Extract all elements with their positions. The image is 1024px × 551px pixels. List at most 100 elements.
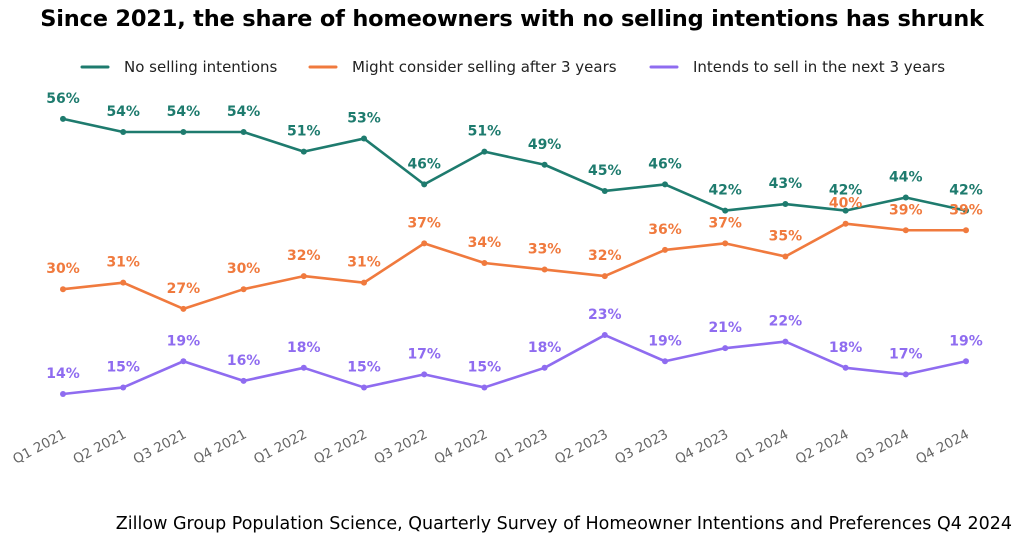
data-point-1-3	[240, 286, 247, 293]
data-point-2-14	[902, 371, 909, 378]
data-label-0-9: 45%	[588, 163, 622, 179]
data-point-1-11	[722, 240, 729, 247]
data-point-0-14	[902, 194, 909, 201]
data-point-1-1	[120, 279, 127, 286]
data-label-2-10: 19%	[648, 333, 682, 349]
data-label-1-1: 31%	[106, 255, 140, 271]
data-label-0-5: 53%	[347, 111, 381, 127]
data-label-2-4: 18%	[287, 340, 321, 356]
x-tick-label-8: Q1 2023	[492, 426, 551, 467]
legend-label-0: No selling intentions	[124, 58, 278, 76]
x-tick-label-9: Q2 2023	[552, 426, 611, 467]
data-label-1-0: 30%	[46, 261, 80, 277]
data-point-1-4	[300, 273, 307, 280]
data-point-1-5	[361, 279, 367, 286]
data-label-0-8: 49%	[528, 137, 562, 153]
data-point-1-13	[842, 220, 849, 227]
data-label-0-12: 43%	[769, 176, 803, 192]
data-label-0-1: 54%	[106, 104, 140, 120]
series-points	[60, 115, 969, 397]
data-point-2-1	[120, 384, 127, 391]
x-tick-label-2: Q3 2021	[131, 426, 190, 467]
data-label-1-5: 31%	[347, 255, 381, 271]
data-label-1-8: 33%	[528, 242, 562, 258]
data-labels: 56% 54% 54% 54% 51% 53% 46% 51% 49% 45% 46% 42% 43% 4…	[46, 91, 983, 382]
data-point-2-5	[361, 384, 367, 391]
data-point-0-12	[782, 201, 789, 208]
x-tick-label-0: Q1 2021	[10, 426, 69, 467]
data-label-2-12: 22%	[769, 314, 803, 330]
data-label-1-4: 32%	[287, 248, 321, 264]
x-tick-label-13: Q2 2024	[793, 426, 852, 467]
x-tick-label-11: Q4 2023	[672, 426, 731, 467]
data-label-0-15: 42%	[949, 183, 983, 199]
data-label-2-6: 17%	[407, 346, 441, 362]
data-label-2-8: 18%	[528, 340, 562, 356]
x-tick-label-6: Q3 2022	[371, 426, 430, 467]
data-point-0-7	[481, 148, 488, 155]
data-point-2-6	[421, 371, 428, 378]
data-point-0-3	[240, 129, 247, 135]
data-label-2-15: 19%	[949, 333, 983, 349]
data-point-0-5	[361, 135, 367, 142]
data-label-1-12: 35%	[769, 228, 803, 244]
data-label-1-7: 34%	[468, 235, 502, 251]
data-label-0-7: 51%	[468, 124, 502, 140]
data-label-2-0: 14%	[46, 366, 80, 382]
data-label-2-1: 15%	[106, 359, 140, 375]
data-label-2-3: 16%	[227, 353, 261, 369]
data-point-0-4	[300, 148, 307, 155]
data-label-1-13: 40%	[829, 196, 863, 212]
data-label-2-2: 19%	[167, 333, 201, 349]
data-point-1-2	[180, 305, 187, 312]
data-point-0-6	[421, 181, 428, 188]
data-label-2-5: 15%	[347, 359, 381, 375]
data-label-2-11: 21%	[708, 320, 742, 336]
data-point-0-0	[60, 115, 66, 122]
data-point-1-12	[782, 253, 789, 260]
data-label-0-6: 46%	[407, 156, 441, 172]
data-point-0-1	[120, 129, 127, 135]
series-line-1	[62, 222, 966, 311]
data-point-1-6	[421, 240, 428, 247]
data-point-0-2	[180, 129, 187, 135]
x-tick-label-4: Q1 2022	[251, 426, 310, 467]
data-point-1-0	[60, 286, 66, 293]
data-label-1-6: 37%	[407, 215, 441, 231]
data-point-1-8	[541, 266, 548, 273]
series-line-0	[62, 117, 967, 212]
data-label-1-10: 36%	[648, 222, 682, 238]
data-point-2-3	[240, 377, 247, 384]
x-axis: Q1 2021 Q2 2021 Q3 2021 Q4 2021 Q1 2022 Q2 20…	[10, 426, 972, 467]
series-line-2	[62, 333, 967, 396]
data-label-0-11: 42%	[708, 183, 742, 199]
data-point-0-8	[541, 161, 548, 168]
data-point-2-12	[782, 338, 789, 345]
data-label-1-11: 37%	[708, 215, 742, 231]
data-label-2-9: 23%	[588, 307, 622, 323]
data-label-0-10: 46%	[648, 156, 682, 172]
x-tick-label-12: Q1 2024	[733, 426, 792, 467]
data-point-0-10	[662, 181, 668, 188]
data-point-2-8	[541, 364, 548, 371]
data-label-0-3: 54%	[227, 104, 261, 120]
data-label-2-14: 17%	[889, 346, 923, 362]
data-point-2-4	[300, 364, 307, 371]
data-point-2-0	[60, 391, 66, 397]
data-label-1-3: 30%	[227, 261, 261, 277]
data-point-0-13	[842, 207, 849, 214]
legend-label-1: Might consider selling after 3 years	[352, 58, 617, 76]
source-note: Zillow Group Population Science, Quarter…	[115, 514, 1012, 534]
data-label-0-13: 42%	[829, 183, 863, 199]
data-point-2-2	[180, 358, 187, 365]
data-point-1-7	[481, 260, 488, 266]
data-point-2-7	[481, 384, 488, 391]
data-label-0-2: 54%	[167, 104, 201, 120]
data-point-2-9	[601, 332, 608, 339]
data-label-0-0: 56%	[46, 91, 80, 107]
data-point-2-15	[963, 358, 969, 365]
x-tick-label-3: Q4 2021	[191, 426, 250, 467]
data-label-1-2: 27%	[167, 281, 201, 297]
x-tick-label-5: Q2 2022	[311, 426, 370, 467]
data-point-1-15	[963, 227, 969, 234]
